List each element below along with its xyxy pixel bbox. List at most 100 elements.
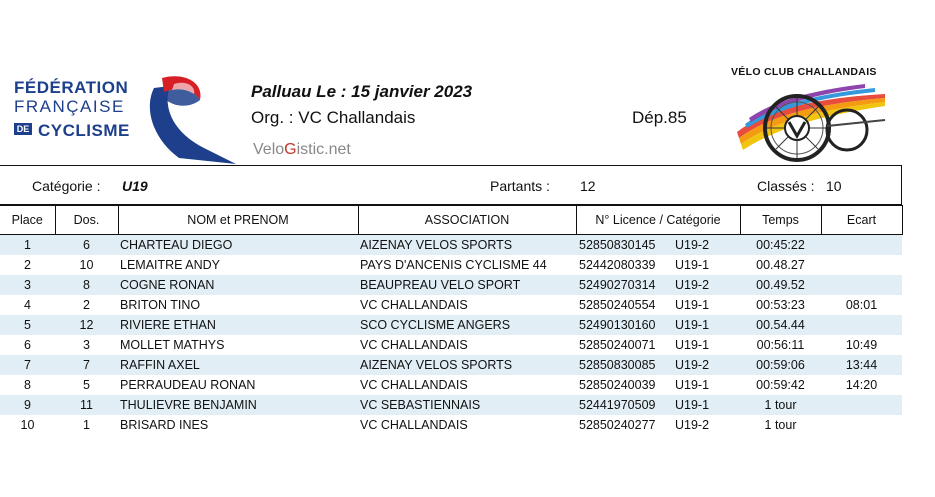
table-row: 6 3 MOLLET MATHYS VC CHALLANDAIS 52850240071… [0,335,902,355]
cell-licence: 52490270314 U19-2 [576,275,740,295]
department: Dép.85 [632,108,687,127]
cell-temps: 00:53:23 [756,298,805,312]
licence-number: 52441970509 [579,398,656,412]
cell-place: 9 [0,395,55,415]
cell-licence: 52850240277 U19-2 [576,415,740,435]
cell-association: AIZENAY VELOS SPORTS [358,234,576,255]
cell-nom: MOLLET MATHYS [120,338,225,352]
cell-licence: 52850240554 U19-1 [576,295,740,315]
licence-number: 52850240554 [579,298,656,312]
cell-association: VC SEBASTIENNAIS [358,395,576,415]
ffc-logo-line1: FÉDÉRATION [14,78,129,97]
cell-nom: CHARTEAU DIEGO [118,234,358,255]
table-row: 4 2 BRITON TINO VC CHALLANDAIS 52850240554 U1… [0,295,902,315]
cell-licence: 52441970509 U19-1 [576,395,740,415]
cell-association: PAYS D'ANCENIS CYCLISME 44 [360,258,547,272]
table-row: 5 12 RIVIERE ETHAN SCO CYCLISME ANGERS 52490… [0,315,902,335]
cell-dos: 8 [55,275,118,295]
cell-temps: 1 tour [764,418,797,432]
table-row: 2 10 LEMAITRE ANDY PAYS D'ANCENIS CYCLISME … [0,255,902,275]
licence-number: 52850240277 [579,418,656,432]
cell-nom: BRITON TINO [120,298,201,312]
categorie-label: Catégorie : [32,178,101,194]
licence-number: 52850830085 [579,358,656,372]
cell-nom: RIVIERE ETHAN [118,315,358,335]
cell-ecart [821,255,902,275]
cell-nom: COGNE RONAN [118,275,358,295]
cell-dos: 7 [55,355,118,375]
classes-value: 10 [826,178,842,194]
licence-category: U19-1 [675,258,710,272]
licence-category: U19-1 [675,318,710,332]
cell-licence: 52850240071 U19-1 [576,335,740,355]
licence-category: U19-2 [675,238,710,252]
classes-label: Classés : [757,178,815,194]
velogistic-link[interactable]: VeloGistic.net [253,141,351,159]
cell-licence: 52850830145 U19-2 [576,234,740,255]
licence-category: U19-1 [675,298,710,312]
cell-ecart: 10:49 [845,338,878,352]
licence-category: U19-1 [675,338,710,352]
cell-nom: PERRAUDEAU RONAN [120,378,256,392]
table-row: 7 7 RAFFIN AXEL AIZENAY VELOS SPORTS 5285083… [0,355,902,375]
licence-number: 52442080339 [579,258,656,272]
table-row: 1 6 CHARTEAU DIEGO AIZENAY VELOS SPORTS 5285… [0,234,902,255]
cell-ecart: 13:44 [821,355,902,375]
vcc-logo-title: VÉLO CLUB CHALLANDAIS [731,66,877,78]
cell-dos: 10 [79,258,94,272]
cell-association: VC CHALLANDAIS [360,338,468,352]
cell-ecart [821,315,902,335]
cell-licence: 52850240039 U19-1 [576,375,740,395]
ffc-logo-line2: FRANÇAISE [14,97,125,116]
velogistic-b: G [284,141,297,158]
cell-association: AIZENAY VELOS SPORTS [358,355,576,375]
cell-place: 3 [0,275,55,295]
header-dos: Dos. [54,205,119,235]
table-row: 10 1 BRISARD INES VC CHALLANDAIS 52850240277… [0,415,902,435]
velogistic-c: istic.net [296,141,351,158]
cell-temps: 00.48.27 [756,258,805,272]
cell-nom: RAFFIN AXEL [118,355,358,375]
header-nom: NOM et PRENOM [117,205,359,235]
cell-ecart [821,415,902,435]
licence-number: 52850240071 [579,338,656,352]
cell-temps: 00.54.44 [740,315,821,335]
cell-licence: 52490130160 U19-1 [576,315,740,335]
vcc-logo-graphic [737,84,886,162]
cell-association: VC CHALLANDAIS [360,378,468,392]
licence-number: 52850830145 [579,238,656,252]
table-row: 8 5 PERRAUDEAU RONAN VC CHALLANDAIS 52850240… [0,375,902,395]
cell-place: 8 [24,378,31,392]
cell-temps: 1 tour [740,395,821,415]
cell-place: 5 [0,315,55,335]
cell-licence: 52442080339 U19-1 [576,255,740,275]
cell-nom: BRISARD INES [120,418,209,432]
summary-box [0,165,902,205]
cell-temps: 00.49.52 [740,275,821,295]
cell-association: VC CHALLANDAIS [360,418,468,432]
header-place: Place [0,205,56,235]
cell-dos: 12 [55,315,118,335]
cell-temps: 00:56:11 [756,338,805,352]
results-table: Place Dos. NOM et PRENOM ASSOCIATION N° … [0,205,903,435]
cell-place: 4 [24,298,31,312]
cell-place: 2 [24,258,31,272]
ffc-logo-de: DE [14,123,32,135]
cell-ecart [821,234,902,255]
velogistic-a: Velo [253,141,285,158]
header-ecart: Ecart [820,205,903,235]
licence-number: 52850240039 [579,378,656,392]
cell-place: 6 [24,338,31,352]
licence-category: U19-2 [675,358,710,372]
header-association: ASSOCIATION [357,205,577,235]
licence-number: 52490130160 [579,318,656,332]
cell-association: SCO CYCLISME ANGERS [358,315,576,335]
cell-nom: THULIEVRE BENJAMIN [118,395,358,415]
cell-dos: 1 [83,418,90,432]
cell-temps: 00:59:42 [756,378,805,392]
partants-label: Partants : [490,178,550,194]
cell-association: BEAUPREAU VELO SPORT [358,275,576,295]
header-licence: N° Licence / Catégorie [575,205,741,235]
organizer: Org. : VC Challandais [251,108,416,127]
licence-category: U19-1 [675,398,710,412]
